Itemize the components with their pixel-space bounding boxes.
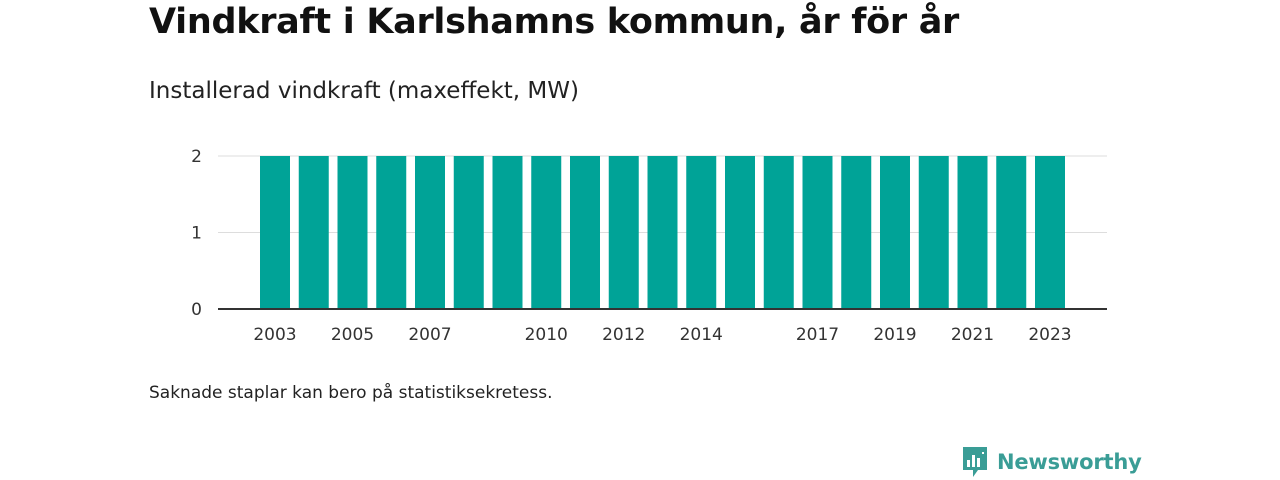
bar-2010 <box>531 156 562 309</box>
bar-2008 <box>453 156 484 309</box>
x-tick-label: 2021 <box>951 325 994 345</box>
bar-2020 <box>918 156 949 309</box>
bar-2019 <box>880 156 910 309</box>
bar-2012 <box>608 156 639 309</box>
x-tick-label: 2003 <box>253 325 296 345</box>
bar-2017 <box>802 156 833 309</box>
bar-chart: 0 1 2 2003 2005 2007 2010 2012 2014 2017 2019 2021 2… <box>191 147 1107 345</box>
newsworthy-logo-icon <box>963 447 987 477</box>
y-tick-label: 1 <box>191 224 202 244</box>
newsworthy-brand: Newsworthy <box>961 446 1142 478</box>
x-tick-label: 2012 <box>602 325 645 345</box>
bar-2009 <box>492 156 523 309</box>
bar-2005 <box>337 156 368 309</box>
bar-2013 <box>647 156 678 309</box>
x-tick-label: 2017 <box>796 325 839 345</box>
bar-2011 <box>570 156 600 309</box>
bar-2016 <box>763 156 794 309</box>
x-tick-label: 2023 <box>1028 325 1071 345</box>
y-tick-label: 2 <box>191 147 202 167</box>
bar-2021 <box>957 156 988 309</box>
chart-subtitle: Installerad vindkraft (maxeffekt, MW) <box>149 78 579 104</box>
bar-2015 <box>725 156 755 309</box>
bar-2006 <box>376 156 407 309</box>
bar-2023 <box>1035 156 1065 309</box>
x-tick-label: 2014 <box>680 325 723 345</box>
bar-2014 <box>686 156 717 309</box>
x-tick-label: 2007 <box>408 325 451 345</box>
bar-2004 <box>298 156 329 309</box>
bar-2018 <box>841 156 872 309</box>
footnote: Saknade staplar kan bero på statistiksek… <box>149 383 553 403</box>
bar-2022 <box>996 156 1027 309</box>
x-tick-label: 2019 <box>873 325 916 345</box>
x-tick-label: 2005 <box>331 325 374 345</box>
x-tick-label: 2010 <box>525 325 568 345</box>
chart-title: Vindkraft i Karlshamns kommun, år för år <box>149 2 959 42</box>
brand-name: Newsworthy <box>997 450 1142 474</box>
bar-2003 <box>260 156 290 309</box>
bar-2007 <box>415 156 445 309</box>
y-tick-label: 0 <box>191 300 202 320</box>
